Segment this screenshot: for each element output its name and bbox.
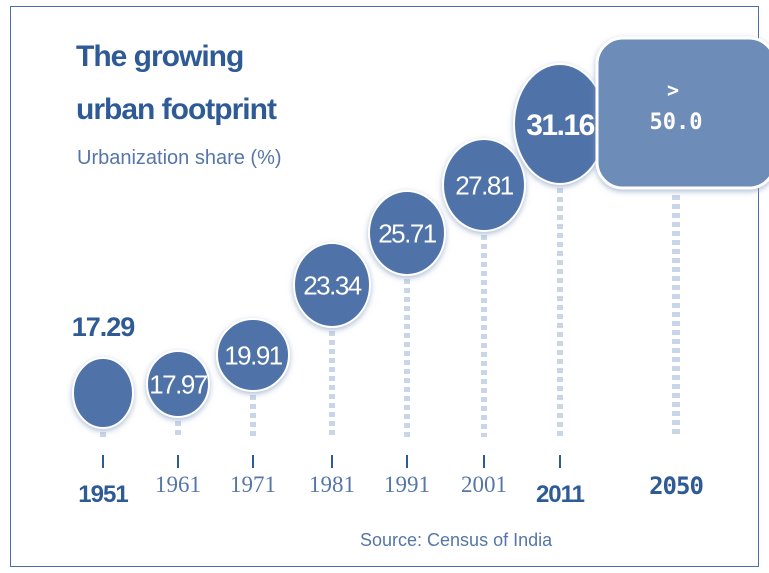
value-label-2011: 31.16 [526,109,594,142]
bubble-1981 [293,242,371,328]
year-label-1951: 1951 [78,481,128,508]
value-label-2050: 50.0 [650,110,703,135]
bubble-2050 [595,36,769,190]
value-label-1991: 25.71 [378,218,437,248]
year-label-1981: 1981 [309,472,355,497]
bubble-1951 [72,357,134,429]
bubble-1971 [216,318,290,392]
chart-title-line2: urban footprint [76,93,277,126]
year-label-2001: 2001 [461,472,507,497]
year-label-1971: 1971 [230,472,276,497]
bubble-1991 [368,190,446,276]
value-label-1961: 17.97 [149,369,208,399]
bubbles-layer [72,36,769,429]
value-label-1971: 19.91 [224,340,283,370]
chart-subtitle: Urbanization share (%) [77,147,282,169]
labels-layer: 17.29 17.97 19.91 23.34 25.71 27.81 31.16 >50.0 [72,78,703,399]
year-label-2050: 2050 [649,472,703,500]
chart-title-line1: The growing [76,40,244,73]
stems-layer [100,188,680,437]
value-label-1981: 23.34 [303,270,362,300]
year-label-2011: 2011 [536,481,585,508]
value-label-2050-prefix: > [667,78,679,102]
year-label-1961: 1961 [155,472,201,497]
value-label-1951: 17.29 [72,312,136,342]
value-label-2001: 27.81 [455,170,514,200]
bubble-2001 [442,138,526,232]
year-labels-layer: 1951 1961 1971 1981 1991 2001 2011 2050 [78,455,704,508]
source-note: Source: Census of India [360,530,553,550]
bubble-1961 [146,350,210,418]
year-label-1991: 1991 [384,472,430,497]
